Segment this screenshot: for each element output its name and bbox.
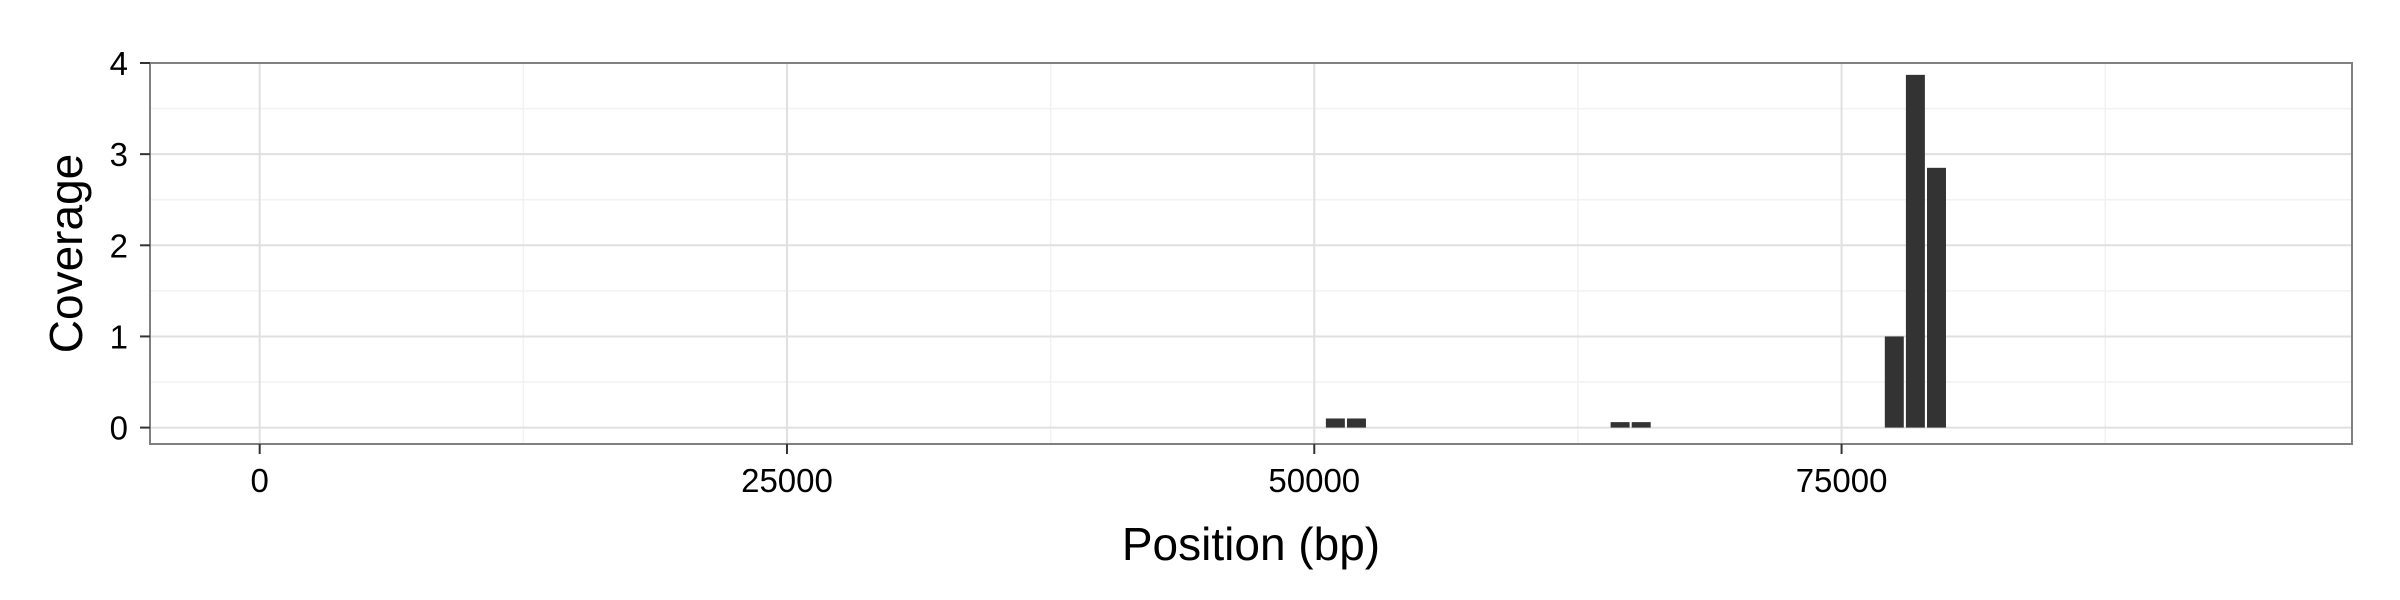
y-axis-title: Coverage — [40, 154, 92, 353]
x-tick-label: 75000 — [1796, 462, 1888, 499]
y-tick-label: 4 — [110, 45, 128, 82]
y-tick-label: 2 — [110, 227, 128, 264]
y-tick-label: 1 — [110, 318, 128, 355]
x-tick-label: 25000 — [741, 462, 833, 499]
coverage-bar — [1926, 167, 1946, 428]
x-tick-label: 50000 — [1268, 462, 1360, 499]
x-tick-label: 0 — [250, 462, 268, 499]
axes: 0 25000 50000 75000 0 1 2 3 4 — [110, 45, 1888, 499]
coverage-bar — [1325, 418, 1345, 428]
plot-panel — [149, 62, 2353, 445]
coverage-bar — [1631, 422, 1651, 428]
y-tick-label: 0 — [110, 410, 128, 447]
y-tick-label: 3 — [110, 136, 128, 173]
bars — [1325, 74, 1946, 428]
x-axis-title: Position (bp) — [1122, 518, 1380, 570]
coverage-bar — [1905, 74, 1925, 428]
coverage-bar — [1610, 422, 1630, 428]
panel-background — [150, 63, 2352, 444]
coverage-bar — [1884, 336, 1904, 428]
coverage-bar — [1346, 418, 1366, 428]
panel-border — [149, 62, 2353, 445]
